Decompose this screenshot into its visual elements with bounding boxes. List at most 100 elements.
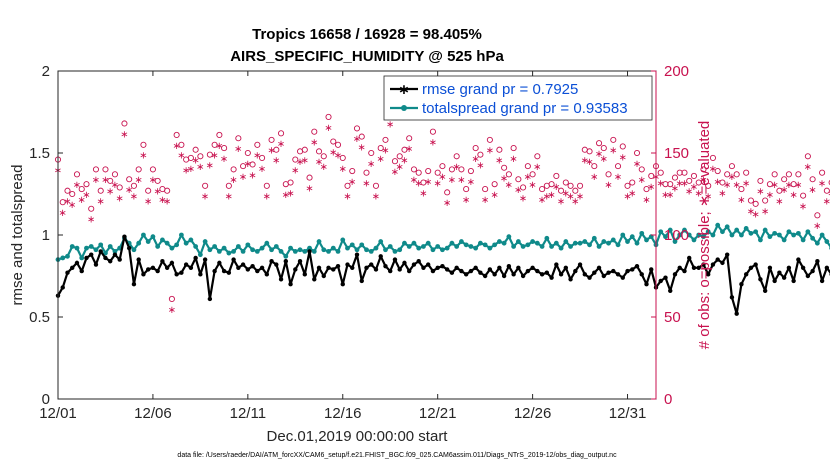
- obs-possible-point: [534, 153, 541, 160]
- obs-possible-point: [619, 143, 626, 150]
- obs-possible-point: [809, 176, 816, 183]
- rmse-point: [506, 263, 512, 269]
- obs-possible-point: [102, 166, 109, 173]
- x-tick-label: 12/26: [514, 405, 552, 422]
- totalspread-point: [145, 239, 151, 244]
- obs-possible-point: [216, 131, 223, 139]
- x-tick-label: 12/06: [134, 405, 172, 422]
- obs-possible-point: [686, 177, 693, 184]
- totalspread-point: [572, 240, 578, 246]
- rmse-point: [364, 265, 369, 270]
- obs-possible-point: [728, 163, 735, 170]
- rmse-point: [421, 265, 426, 270]
- obs-evaluated-point: ∗: [756, 187, 764, 198]
- rmse-point: [164, 265, 170, 270]
- totalspread-point: [288, 245, 293, 251]
- obs-possible-point: [610, 136, 617, 143]
- rmse-point: [122, 234, 127, 239]
- obs-possible-point: [396, 153, 403, 160]
- rmse-point: [150, 265, 156, 270]
- obs-possible-point: [372, 182, 380, 189]
- rmse-point: [202, 257, 208, 262]
- obs-evaluated-point: ∗: [282, 190, 290, 201]
- obs-evaluated-point: ∗: [196, 162, 204, 173]
- rmse-point: [487, 267, 493, 272]
- rmse-point: [554, 262, 559, 267]
- obs-evaluated-point: ∗: [576, 192, 584, 203]
- rmse-point: [407, 268, 412, 274]
- obs-possible-point: [420, 179, 427, 186]
- obs-evaluated-point: ∗: [619, 152, 627, 163]
- totalspread-point: [60, 255, 66, 261]
- rmse-point: [297, 259, 303, 264]
- rmse-point: [326, 265, 331, 270]
- obs-evaluated-point: ∗: [600, 154, 608, 165]
- y-axis-label: rmse and totalspread: [9, 165, 26, 306]
- obs-evaluated-point: ∗: [780, 185, 788, 196]
- totalspread-point: [795, 230, 801, 236]
- obs-evaluated-point: ∗: [177, 151, 185, 162]
- totalspread-point: [729, 232, 735, 238]
- obs-evaluated-point: ∗: [709, 164, 717, 175]
- totalspread-point: [644, 237, 649, 243]
- obs-evaluated-point: ∗: [263, 192, 271, 203]
- totalspread-point: [240, 249, 246, 254]
- obs-evaluated-point: ∗: [666, 190, 674, 201]
- obs-evaluated-point: ∗: [315, 157, 323, 168]
- legend-box: [383, 75, 653, 121]
- obs-evaluated-point: ∗: [500, 174, 508, 185]
- rmse-point: [183, 262, 189, 267]
- obs-possible-point: [795, 171, 802, 178]
- totalspread-point: [629, 234, 635, 240]
- totalspread-line: [57, 224, 830, 261]
- obs-evaluated-point: ∗: [737, 195, 745, 206]
- obs-possible-point: [714, 167, 721, 175]
- totalspread-point: [539, 244, 545, 249]
- rmse-point: [701, 262, 706, 267]
- obs-evaluated-point: ∗: [78, 195, 86, 206]
- totalspread-point: [753, 229, 759, 235]
- obs-evaluated-point: ∗: [695, 188, 703, 199]
- totalspread-point: [805, 229, 811, 235]
- obs-possible-point: [192, 146, 199, 153]
- obs-evaluated-point: ∗: [490, 190, 498, 201]
- obs-evaluated-point: ∗: [215, 141, 223, 152]
- obs-evaluated-point: ∗: [149, 175, 157, 186]
- obs-possible-point: [501, 164, 508, 171]
- totalspread-point: [720, 229, 725, 235]
- obs-possible-point: [562, 179, 569, 186]
- totalspread-point: [601, 239, 607, 244]
- obs-evaluated-point: ∗: [509, 154, 517, 165]
- rmse-point: [625, 268, 630, 274]
- obs-possible-point: [164, 187, 171, 194]
- totalspread-point: [568, 244, 573, 249]
- obs-evaluated-point: ∗: [533, 162, 541, 173]
- totalspread-point: [468, 244, 474, 249]
- totalspread-point: [340, 237, 346, 243]
- rmse-point: [112, 252, 118, 257]
- rmse-point: [79, 268, 84, 274]
- obs-possible-point: [83, 181, 90, 188]
- totalspread-point: [316, 239, 322, 244]
- obs-possible-point: [785, 171, 792, 178]
- rmse-point: [302, 272, 307, 277]
- obs-possible-point: [781, 176, 788, 183]
- obs-possible-point: [467, 167, 474, 175]
- obs-evaluated-point: ∗: [813, 221, 821, 232]
- totalspread-point: [292, 249, 298, 254]
- obs-evaluated-point: ∗: [547, 190, 555, 201]
- obs-possible-point: [648, 172, 655, 180]
- totalspread-point: [525, 242, 531, 248]
- obs-possible-point: [586, 148, 593, 155]
- obs-count-series: ∗∗∗∗∗∗∗∗∗∗∗∗∗∗∗∗∗∗∗∗∗∗∗∗∗∗∗∗∗∗∗∗∗∗∗∗∗∗∗∗…: [54, 110, 830, 316]
- rmse-point: [444, 267, 450, 272]
- obs-possible-point: [107, 177, 114, 184]
- x-tick-label: 12/11: [230, 405, 266, 422]
- totalspread-point: [587, 242, 592, 248]
- rmse-point: [696, 265, 701, 270]
- obs-evaluated-point: ∗: [680, 179, 688, 190]
- obs-evaluated-point: ∗: [661, 190, 669, 201]
- totalspread-point: [226, 250, 232, 256]
- obs-evaluated-point: ∗: [770, 180, 778, 191]
- obs-possible-point: [800, 192, 807, 199]
